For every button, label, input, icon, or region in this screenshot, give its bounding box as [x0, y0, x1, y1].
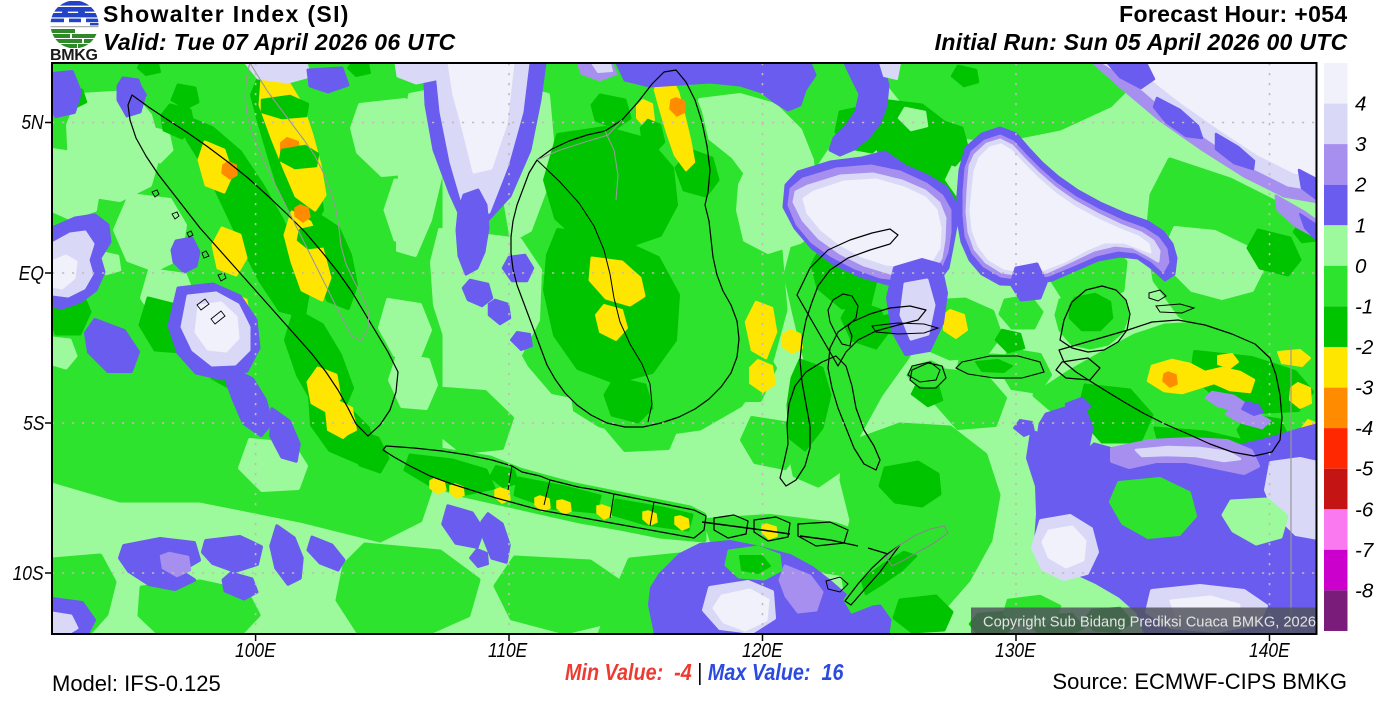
- svg-text:BMKG: BMKG: [50, 47, 98, 62]
- svg-text:1: 1: [1355, 214, 1366, 237]
- svg-text:-4: -4: [1355, 417, 1373, 440]
- svg-text:0: 0: [1355, 255, 1367, 278]
- svg-text:2: 2: [1354, 174, 1367, 197]
- svg-text:-5: -5: [1355, 458, 1374, 481]
- svg-text:-7: -7: [1355, 539, 1375, 562]
- svg-text:-8: -8: [1355, 579, 1374, 602]
- svg-text:4: 4: [1355, 93, 1366, 116]
- svg-text:-2: -2: [1355, 336, 1374, 359]
- svg-text:-6: -6: [1355, 498, 1374, 521]
- svg-text:-1: -1: [1355, 295, 1373, 318]
- svg-text:Copyright Sub Bidang Prediksi: Copyright Sub Bidang Prediksi Cuaca BMKG…: [983, 614, 1316, 631]
- svg-text:3: 3: [1355, 133, 1367, 156]
- svg-text:-3: -3: [1355, 377, 1374, 400]
